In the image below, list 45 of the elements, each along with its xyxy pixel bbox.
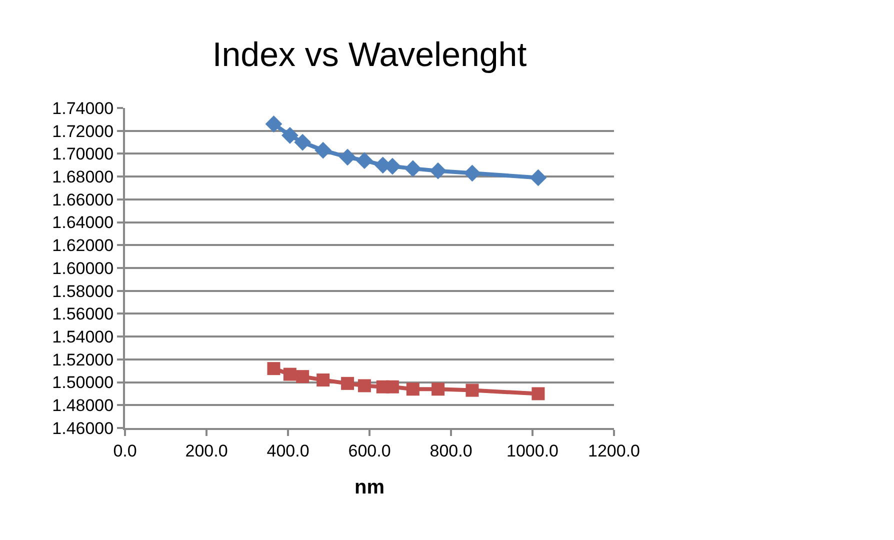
y-tick-label: 1.54000 — [52, 328, 114, 347]
point — [294, 134, 312, 151]
y-tick-label: 1.60000 — [52, 258, 114, 278]
point — [466, 384, 479, 397]
point — [283, 368, 296, 381]
x-tick-label: 600.0 — [348, 441, 391, 460]
x-tick-label: 1200.0 — [588, 441, 640, 460]
point — [530, 169, 547, 186]
point — [430, 162, 446, 180]
point — [358, 379, 371, 392]
point — [339, 148, 356, 166]
point — [532, 387, 545, 400]
x-tick-label: 0.0 — [113, 441, 137, 460]
chart-title: Index vs Wavelenght — [212, 36, 528, 74]
y-tick-label: 1.74000 — [52, 98, 114, 118]
point — [404, 160, 422, 178]
x-tick-label: 1000.0 — [506, 441, 558, 460]
y-tick-label: 1.58000 — [52, 282, 114, 301]
point — [356, 152, 373, 170]
x-axis-title: nm — [354, 476, 384, 498]
point — [406, 382, 420, 396]
x-tick-label: 200.0 — [185, 441, 228, 460]
point — [386, 380, 399, 394]
y-tick-label: 1.70000 — [52, 144, 114, 164]
y-tick-label: 1.66000 — [52, 190, 114, 210]
point — [296, 370, 310, 384]
y-tick-label: 1.72000 — [52, 122, 114, 141]
y-tick-label: 1.50000 — [52, 373, 114, 392]
y-tick-label: 1.56000 — [52, 304, 114, 324]
point — [432, 382, 445, 396]
y-tick-label: 1.62000 — [52, 236, 114, 256]
point — [267, 362, 280, 376]
x-tick-label: 400.0 — [266, 441, 310, 460]
x-tick-label: 800.0 — [430, 441, 472, 460]
point — [341, 376, 354, 390]
y-tick-label: 1.68000 — [52, 168, 114, 187]
point — [281, 126, 298, 144]
y-tick-label: 1.64000 — [52, 213, 114, 232]
point — [316, 374, 330, 386]
y-tick-label: 1.46000 — [52, 418, 114, 438]
y-tick-label: 1.52000 — [52, 350, 114, 370]
point — [265, 116, 282, 132]
point — [464, 164, 481, 182]
y-tick-label: 1.48000 — [52, 396, 114, 416]
point — [314, 142, 332, 159]
